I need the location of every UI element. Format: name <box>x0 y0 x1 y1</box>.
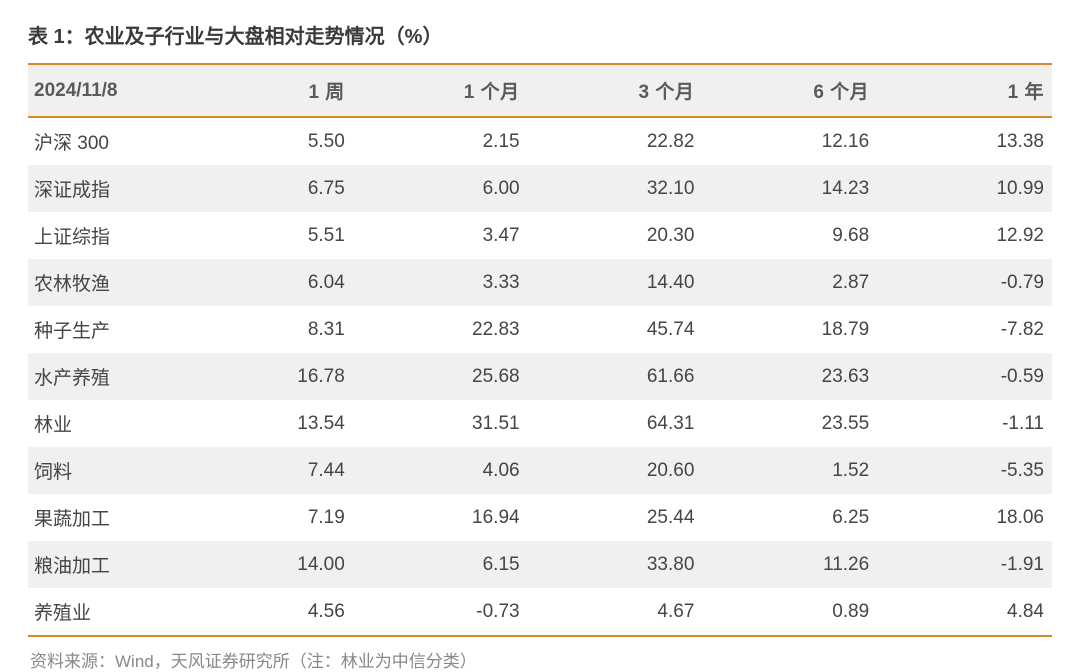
data-cell: 25.68 <box>353 353 528 400</box>
col-header-1y: 1 年 <box>877 64 1052 117</box>
data-cell: -0.79 <box>877 259 1052 306</box>
data-cell: 6.04 <box>178 259 353 306</box>
data-cell: 7.19 <box>178 494 353 541</box>
row-label: 农林牧渔 <box>28 259 178 306</box>
col-header-date: 2024/11/8 <box>28 64 178 117</box>
data-cell: 23.55 <box>702 400 877 447</box>
data-cell: 23.63 <box>702 353 877 400</box>
data-cell: 8.31 <box>178 306 353 353</box>
data-cell: 25.44 <box>528 494 703 541</box>
table-row: 饲料7.444.0620.601.52-5.35 <box>28 447 1052 494</box>
table-row: 粮油加工14.006.1533.8011.26-1.91 <box>28 541 1052 588</box>
row-label: 果蔬加工 <box>28 494 178 541</box>
data-cell: 6.00 <box>353 165 528 212</box>
data-cell: 11.26 <box>702 541 877 588</box>
data-cell: 20.60 <box>528 447 703 494</box>
data-cell: 2.15 <box>353 117 528 165</box>
row-label: 林业 <box>28 400 178 447</box>
row-label: 种子生产 <box>28 306 178 353</box>
data-cell: 4.67 <box>528 588 703 636</box>
data-cell: 32.10 <box>528 165 703 212</box>
data-cell: 31.51 <box>353 400 528 447</box>
table-row: 深证成指6.756.0032.1014.2310.99 <box>28 165 1052 212</box>
table-row: 水产养殖16.7825.6861.6623.63-0.59 <box>28 353 1052 400</box>
data-cell: 3.47 <box>353 212 528 259</box>
data-cell: 16.78 <box>178 353 353 400</box>
row-label: 上证综指 <box>28 212 178 259</box>
row-label: 养殖业 <box>28 588 178 636</box>
data-cell: 6.15 <box>353 541 528 588</box>
col-header-1w: 1 周 <box>178 64 353 117</box>
data-cell: 4.56 <box>178 588 353 636</box>
data-cell: -0.73 <box>353 588 528 636</box>
data-cell: 9.68 <box>702 212 877 259</box>
data-cell: 12.16 <box>702 117 877 165</box>
row-label: 水产养殖 <box>28 353 178 400</box>
data-cell: 2.87 <box>702 259 877 306</box>
data-cell: 33.80 <box>528 541 703 588</box>
col-header-6m: 6 个月 <box>702 64 877 117</box>
data-cell: 45.74 <box>528 306 703 353</box>
row-label: 深证成指 <box>28 165 178 212</box>
data-cell: -1.91 <box>877 541 1052 588</box>
table-row: 林业13.5431.5164.3123.55-1.11 <box>28 400 1052 447</box>
row-label: 饲料 <box>28 447 178 494</box>
data-cell: 13.54 <box>178 400 353 447</box>
table-row: 上证综指5.513.4720.309.6812.92 <box>28 212 1052 259</box>
data-cell: -1.11 <box>877 400 1052 447</box>
data-cell: -7.82 <box>877 306 1052 353</box>
data-cell: 12.92 <box>877 212 1052 259</box>
table-body: 沪深 3005.502.1522.8212.1613.38深证成指6.756.0… <box>28 117 1052 636</box>
data-cell: 18.79 <box>702 306 877 353</box>
data-cell: 61.66 <box>528 353 703 400</box>
data-cell: 5.51 <box>178 212 353 259</box>
data-cell: 0.89 <box>702 588 877 636</box>
data-cell: 22.83 <box>353 306 528 353</box>
data-cell: 7.44 <box>178 447 353 494</box>
data-cell: 14.23 <box>702 165 877 212</box>
data-cell: 1.52 <box>702 447 877 494</box>
data-cell: 14.40 <box>528 259 703 306</box>
data-cell: 13.38 <box>877 117 1052 165</box>
row-label: 沪深 300 <box>28 117 178 165</box>
data-cell: 16.94 <box>353 494 528 541</box>
table-title: 表 1：农业及子行业与大盘相对走势情况（%） <box>28 20 1052 49</box>
data-cell: 4.06 <box>353 447 528 494</box>
data-cell: 4.84 <box>877 588 1052 636</box>
data-cell: 5.50 <box>178 117 353 165</box>
row-label: 粮油加工 <box>28 541 178 588</box>
data-cell: 20.30 <box>528 212 703 259</box>
table-row: 种子生产8.3122.8345.7418.79-7.82 <box>28 306 1052 353</box>
col-header-1m: 1 个月 <box>353 64 528 117</box>
table-row: 沪深 3005.502.1522.8212.1613.38 <box>28 117 1052 165</box>
data-cell: 6.75 <box>178 165 353 212</box>
data-cell: 10.99 <box>877 165 1052 212</box>
data-cell: 14.00 <box>178 541 353 588</box>
data-cell: 64.31 <box>528 400 703 447</box>
data-cell: 22.82 <box>528 117 703 165</box>
data-cell: 3.33 <box>353 259 528 306</box>
data-cell: 18.06 <box>877 494 1052 541</box>
col-header-3m: 3 个月 <box>528 64 703 117</box>
data-cell: -5.35 <box>877 447 1052 494</box>
table-row: 养殖业4.56-0.734.670.894.84 <box>28 588 1052 636</box>
data-cell: 6.25 <box>702 494 877 541</box>
table-header-row: 2024/11/8 1 周 1 个月 3 个月 6 个月 1 年 <box>28 64 1052 117</box>
table-row: 农林牧渔6.043.3314.402.87-0.79 <box>28 259 1052 306</box>
table-row: 果蔬加工7.1916.9425.446.2518.06 <box>28 494 1052 541</box>
source-footnote: 资料来源：Wind，天风证券研究所（注：林业为中信分类） <box>28 647 1052 672</box>
performance-table: 2024/11/8 1 周 1 个月 3 个月 6 个月 1 年 沪深 3005… <box>28 63 1052 637</box>
data-cell: -0.59 <box>877 353 1052 400</box>
